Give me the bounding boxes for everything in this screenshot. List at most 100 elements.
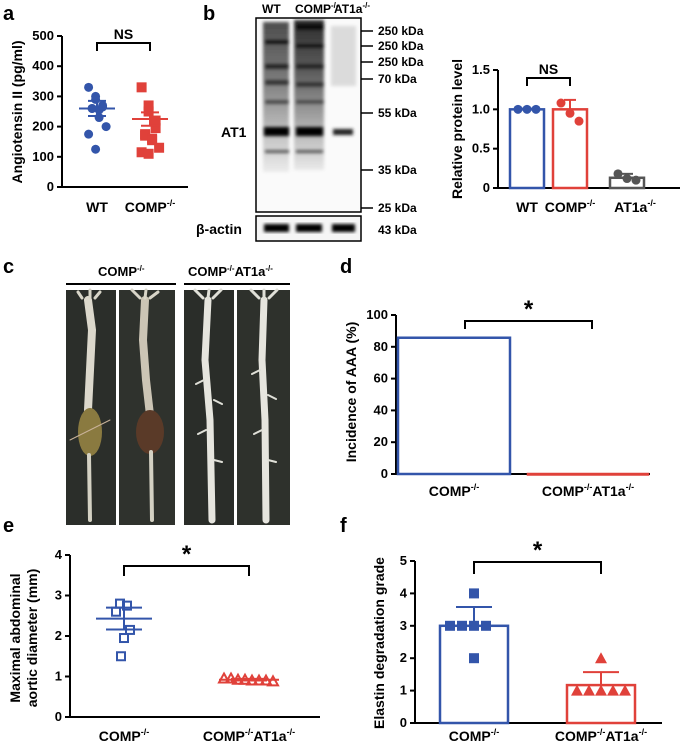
aorta-photo-panel: COMP-/- COMP-/-AT1a-/- [66, 264, 290, 525]
chart-b: 0 0.5 1.0 1.5 Relative protein level WT COMP-/… [449, 59, 680, 215]
a-ytick-label: 300 [32, 88, 54, 103]
blot-markers [361, 30, 373, 209]
photo-group2-label: COMP-/-AT1a-/- [188, 264, 273, 279]
f-sig-label: * [533, 537, 543, 564]
b-point [613, 169, 623, 179]
blot-lane-label-at1a: AT1a-/- [334, 1, 370, 16]
actin-band-wt [264, 224, 289, 232]
a-point [136, 82, 147, 93]
f-xtick-label: COMP-/- [449, 727, 500, 744]
f-point [571, 684, 583, 696]
d-bar [526, 472, 650, 476]
chart-a: 0 100 200 300 400 500 Angiotensin II (pg/ml) WT… [9, 26, 188, 215]
f-ytick-label: 0 [400, 715, 407, 730]
a-ylabel: Angiotensin II (pg/ml) [9, 40, 25, 183]
f-ytick-label: 1 [400, 683, 407, 698]
panel-label-c: c [3, 256, 14, 278]
a-point [150, 123, 161, 134]
d-ytick-label: 40 [374, 402, 388, 417]
photo-group1-label: COMP-/- [98, 264, 145, 279]
a-ytick-label: 100 [32, 149, 54, 164]
a-ytick-label: 0 [47, 179, 54, 194]
d-ylabel: Incidence of AAA (%) [343, 322, 359, 463]
a-point [143, 100, 154, 111]
e-point [266, 674, 280, 687]
e-sig-bracket [123, 565, 250, 576]
panel-label-b: b [203, 3, 215, 25]
d-ytick-label: 100 [366, 307, 388, 322]
panel-label-f: f [340, 515, 347, 537]
e-point [119, 633, 129, 644]
chart-d: 0 20 40 60 80 100 Incidence of AAA (%) COMP-/- C… [343, 296, 650, 499]
blot-lane-label-comp: COMP-/- [295, 1, 339, 16]
a-point [147, 135, 158, 146]
chart-e: 0 1 2 3 4 Maximal abdominal aortic diameter (m… [7, 541, 320, 744]
marker-label-25: 25 kDa [378, 201, 417, 215]
f-point [457, 620, 467, 631]
b-point [574, 116, 584, 126]
a-xtick-label: COMP-/- [125, 198, 176, 215]
marker-label-35: 35 kDa [378, 163, 417, 177]
a-ytick-label: 400 [32, 58, 54, 73]
a-point [140, 130, 151, 141]
d-bar [396, 336, 512, 476]
panel-label-d: d [340, 256, 352, 278]
panel-label-e: e [3, 515, 14, 537]
a-point [91, 94, 101, 104]
f-point [595, 684, 607, 696]
a-point [150, 115, 161, 126]
blot-lane-labels: WT COMP-/- AT1a-/- [262, 1, 370, 16]
at1-label: AT1 [221, 124, 247, 140]
blot-lane-comp [294, 20, 324, 170]
b-ytick-label: 0.5 [472, 141, 490, 156]
b-point [631, 175, 641, 185]
f-point [445, 620, 455, 631]
d-ytick-label: 80 [374, 339, 388, 354]
f-point [469, 653, 479, 664]
d-sig-label: * [524, 296, 534, 323]
f-ytick-label: 5 [400, 553, 407, 568]
f-point [583, 684, 595, 696]
b-bar [508, 108, 546, 190]
blot-band-at1-comp [296, 127, 323, 136]
d-xtick-label: COMP-/-AT1a-/- [542, 482, 634, 499]
western-blot: WT COMP-/- AT1a-/- 250 kDa 250 kDa 250 k… [196, 1, 424, 242]
f-ylabel: Elastin degradation grade [371, 557, 387, 729]
a-point [84, 82, 94, 92]
a-ytick-label: 500 [32, 28, 54, 43]
b-ylabel: Relative protein level [449, 59, 465, 199]
d-sig-bracket [464, 320, 593, 329]
a-point [84, 129, 94, 139]
d-ytick-label: 60 [374, 371, 388, 386]
marker-label-250b: 250 kDa [378, 39, 424, 53]
blot-lane-at1a [331, 26, 356, 86]
b-point [522, 104, 532, 114]
f-ytick-label: 3 [400, 618, 407, 633]
f-xtick-label: COMP-/-AT1a-/- [555, 727, 647, 744]
a-ytick-label: 200 [32, 119, 54, 134]
a-point [101, 122, 111, 132]
marker-label-55: 55 kDa [378, 106, 417, 120]
marker-label-43: 43 kDa [378, 223, 417, 237]
b-sig-bracket [526, 77, 571, 86]
b-xtick-label: COMP-/- [545, 198, 596, 215]
e-sig-label: * [182, 541, 192, 568]
e-ytick-label: 2 [55, 628, 62, 643]
d-ytick-label: 0 [381, 466, 388, 481]
e-xtick-label: COMP-/- [99, 727, 150, 744]
blot-band-at1-at1a [333, 129, 353, 135]
e-point [122, 600, 132, 611]
f-point [619, 684, 631, 696]
b-point [556, 98, 566, 108]
a-point [94, 113, 104, 123]
f-bar [438, 624, 510, 725]
e-point [116, 651, 126, 662]
d-xtick-label: COMP-/- [429, 482, 480, 499]
a-point [154, 142, 165, 153]
e-point [217, 671, 231, 684]
e-ytick-label: 0 [55, 709, 62, 724]
e-ytick-label: 1 [55, 669, 62, 684]
e-ytick-label: 3 [55, 588, 62, 603]
f-point [469, 620, 479, 631]
